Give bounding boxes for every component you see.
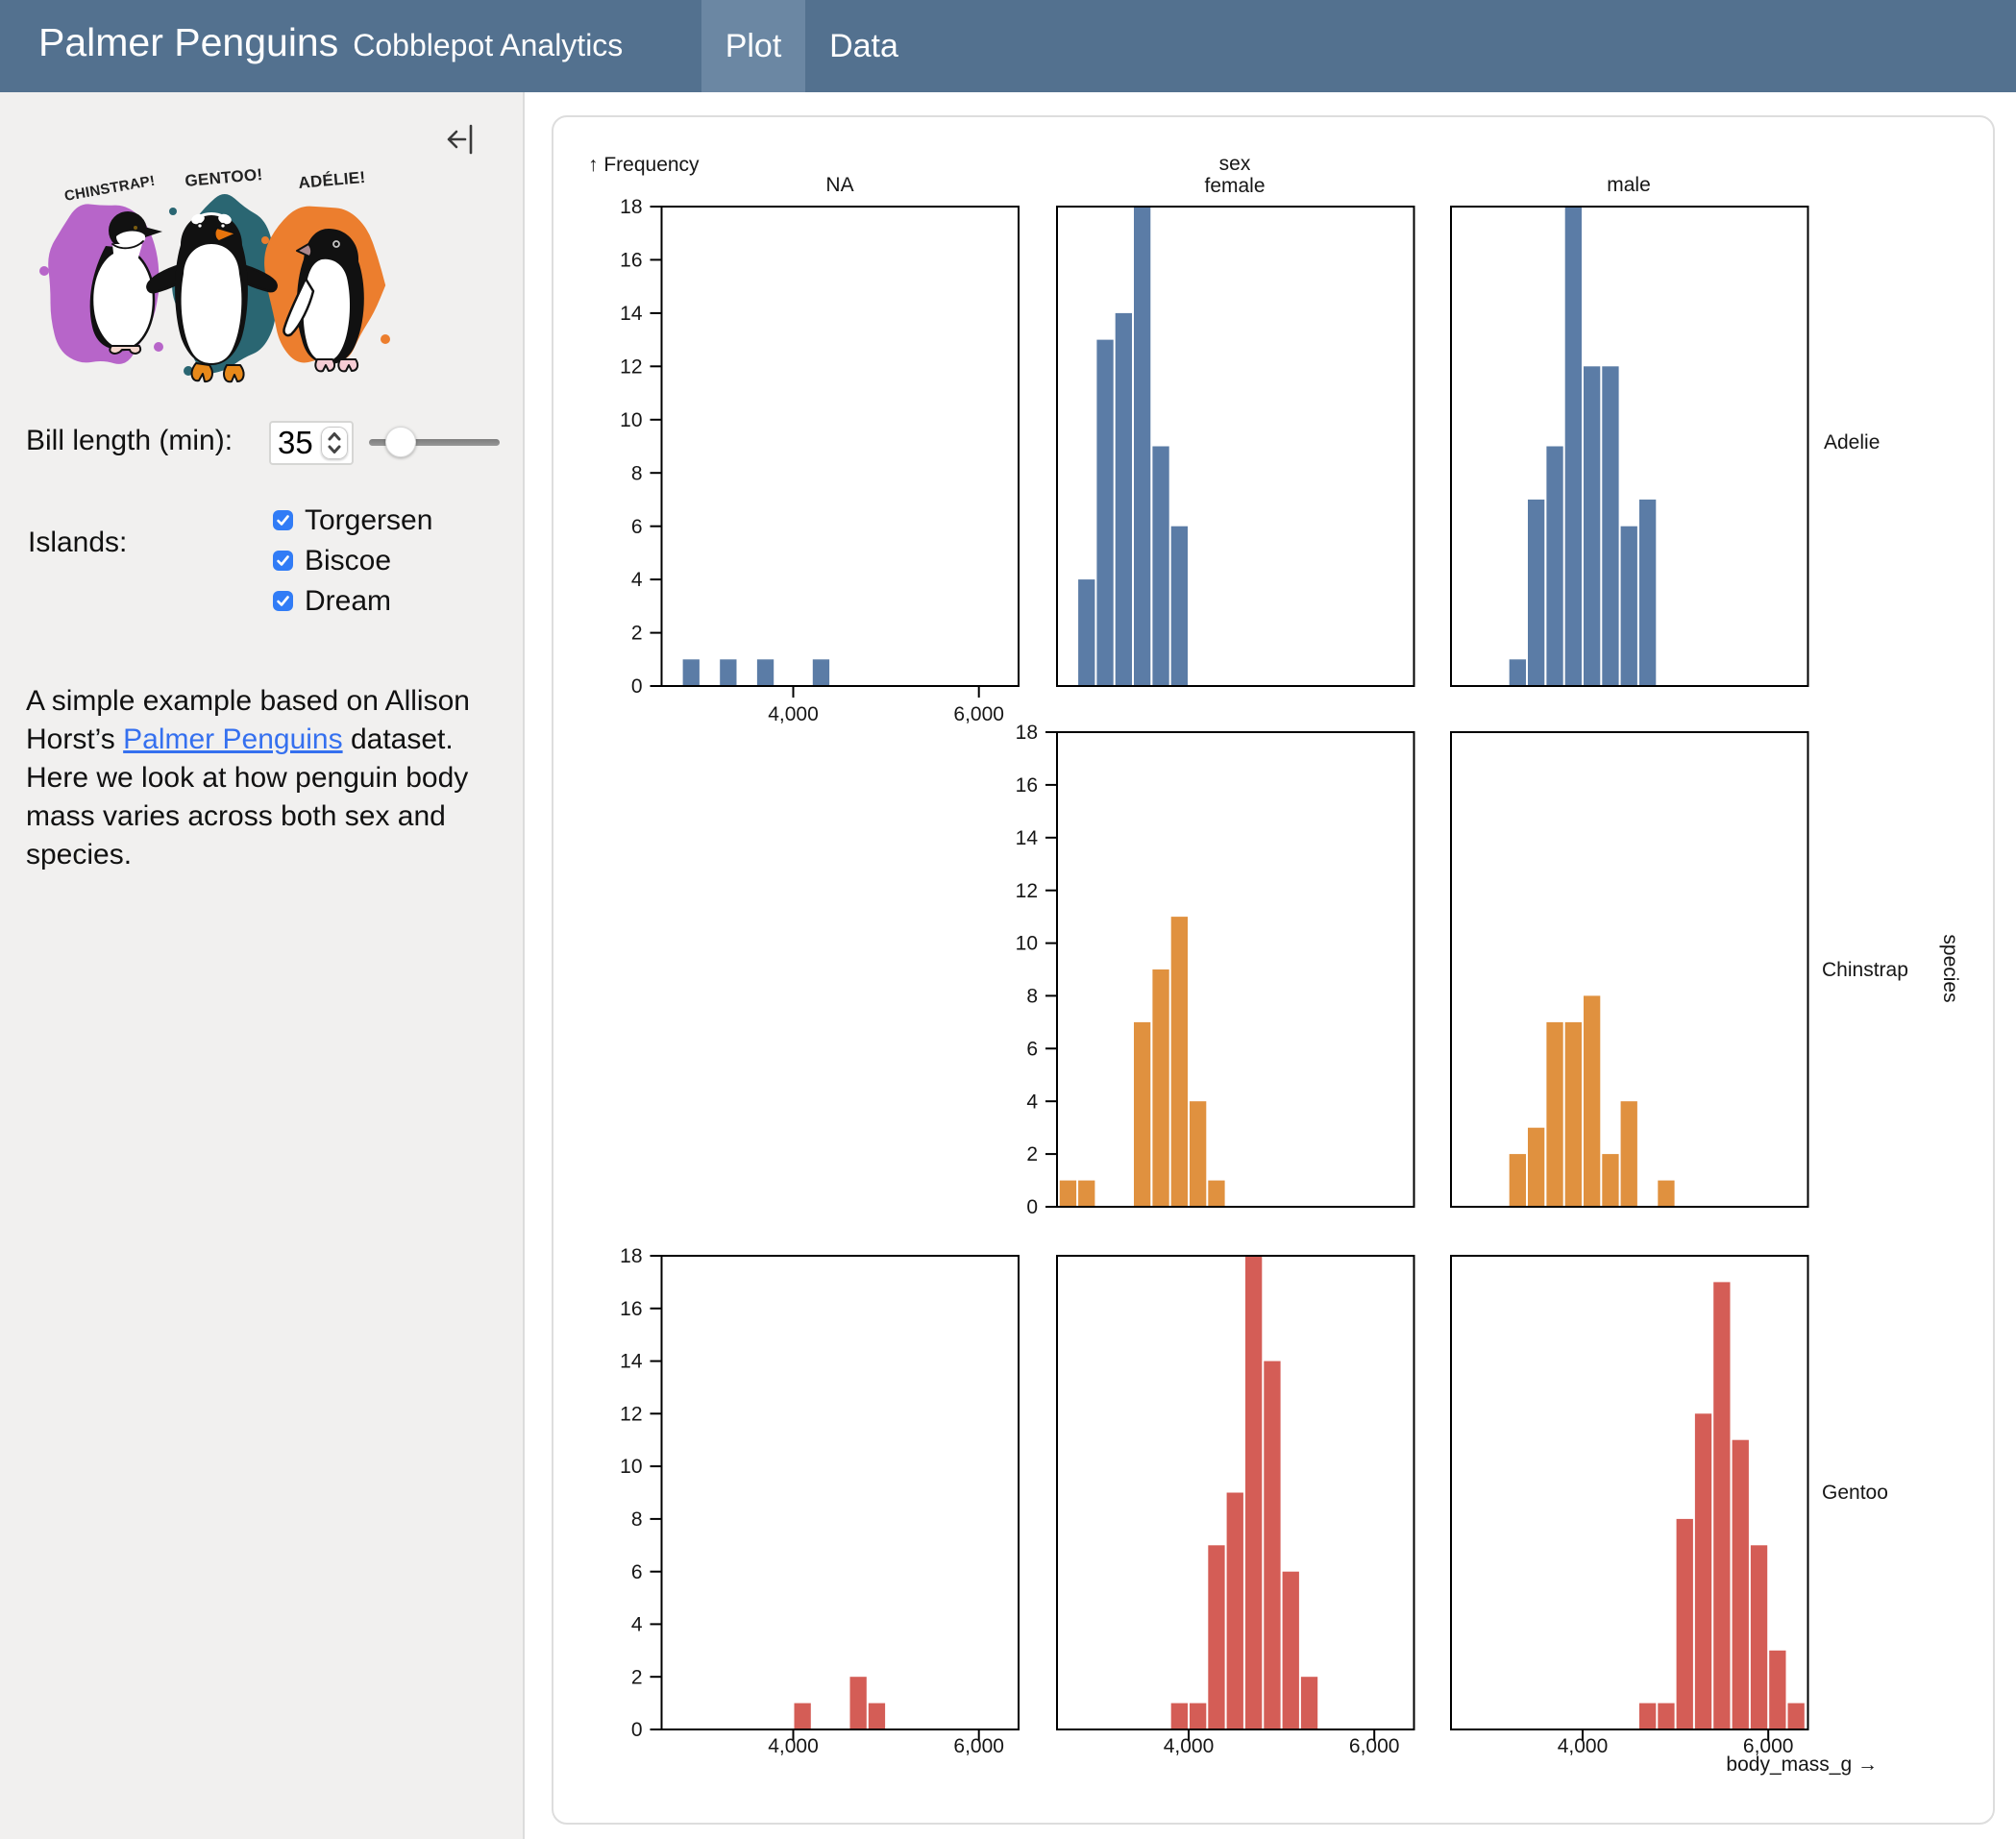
svg-text:8: 8 [631,1508,643,1531]
svg-text:16: 16 [620,1298,642,1320]
svg-text:0: 0 [631,1719,643,1741]
svg-text:4,000: 4,000 [1558,1735,1609,1757]
svg-text:14: 14 [620,1351,643,1373]
svg-text:Chinstrap: Chinstrap [1822,959,1908,981]
svg-text:sex: sex [1219,153,1251,175]
svg-text:12: 12 [620,1403,642,1425]
svg-text:10: 10 [620,1456,642,1478]
svg-text:18: 18 [620,1245,642,1267]
svg-text:16: 16 [620,250,642,272]
svg-text:ADÉLIE!: ADÉLIE! [298,168,366,192]
svg-text:6,000: 6,000 [953,703,1004,725]
svg-text:female: female [1204,175,1265,197]
svg-text:2: 2 [631,1666,643,1688]
svg-text:Gentoo: Gentoo [1822,1482,1888,1504]
svg-text:6,000: 6,000 [1743,1735,1794,1757]
svg-text:10: 10 [1016,933,1038,955]
svg-text:6,000: 6,000 [1349,1735,1400,1757]
svg-text:CHINSTRAP!: CHINSTRAP! [63,173,157,205]
svg-text:GENTOO!: GENTOO! [184,165,263,190]
svg-text:10: 10 [620,409,642,431]
svg-text:16: 16 [1016,774,1038,797]
svg-text:4: 4 [1026,1091,1038,1113]
svg-text:species: species [1939,934,1961,1002]
svg-text:4,000: 4,000 [768,703,819,725]
svg-text:0: 0 [1026,1196,1038,1218]
svg-text:0: 0 [631,675,643,698]
svg-text:14: 14 [620,303,643,325]
svg-text:2: 2 [631,623,643,645]
svg-text:4: 4 [631,1614,643,1636]
svg-text:Adelie: Adelie [1824,431,1880,454]
svg-text:8: 8 [1026,986,1038,1008]
svg-text:12: 12 [1016,880,1038,902]
svg-text:body_mass_g →: body_mass_g → [1726,1753,1878,1776]
svg-text:NA: NA [825,174,853,196]
svg-text:18: 18 [620,196,642,218]
svg-text:6: 6 [631,516,643,538]
svg-text:6: 6 [1026,1038,1038,1060]
svg-text:18: 18 [1016,722,1038,744]
svg-text:4: 4 [631,569,643,591]
svg-text:↑ Frequency: ↑ Frequency [588,154,700,176]
svg-text:4,000: 4,000 [768,1735,819,1757]
svg-text:8: 8 [631,462,643,484]
svg-text:6: 6 [631,1561,643,1583]
svg-text:14: 14 [1016,827,1039,849]
svg-text:6,000: 6,000 [953,1735,1004,1757]
svg-text:4,000: 4,000 [1164,1735,1215,1757]
svg-text:12: 12 [620,356,642,378]
svg-text:male: male [1607,174,1651,196]
svg-text:2: 2 [1026,1143,1038,1165]
